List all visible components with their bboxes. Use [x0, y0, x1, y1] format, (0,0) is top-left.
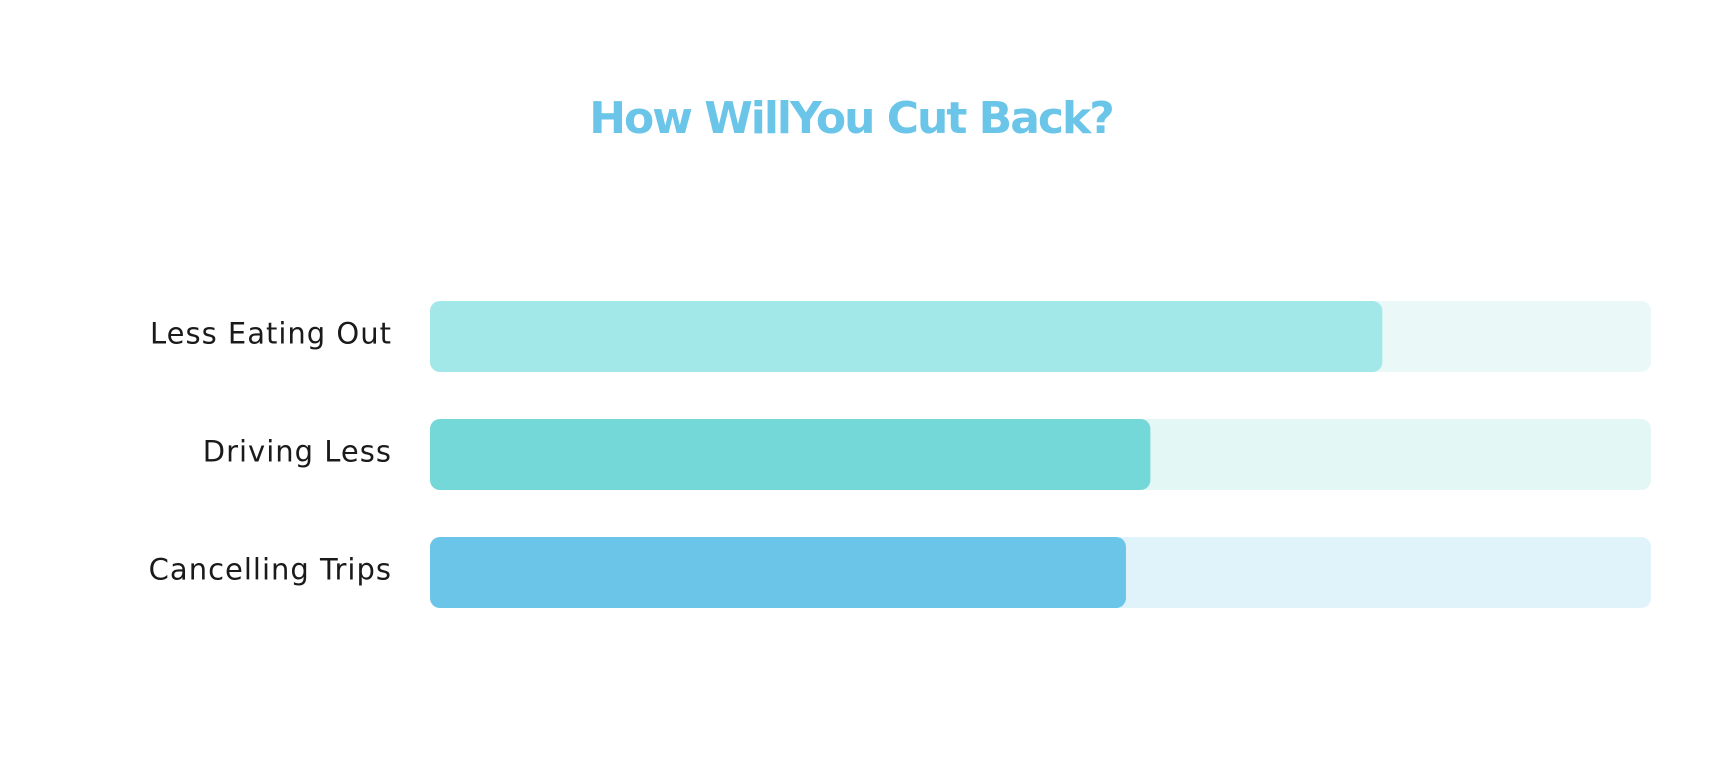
category-label: Less Eating Out: [150, 317, 392, 351]
category-label: Cancelling Trips: [149, 553, 392, 587]
category-label: Driving Less: [203, 435, 392, 469]
chart-title: How WillYou Cut Back?: [589, 93, 1113, 144]
bar: [430, 419, 1151, 490]
bar: [430, 537, 1126, 608]
bar: [430, 301, 1383, 372]
